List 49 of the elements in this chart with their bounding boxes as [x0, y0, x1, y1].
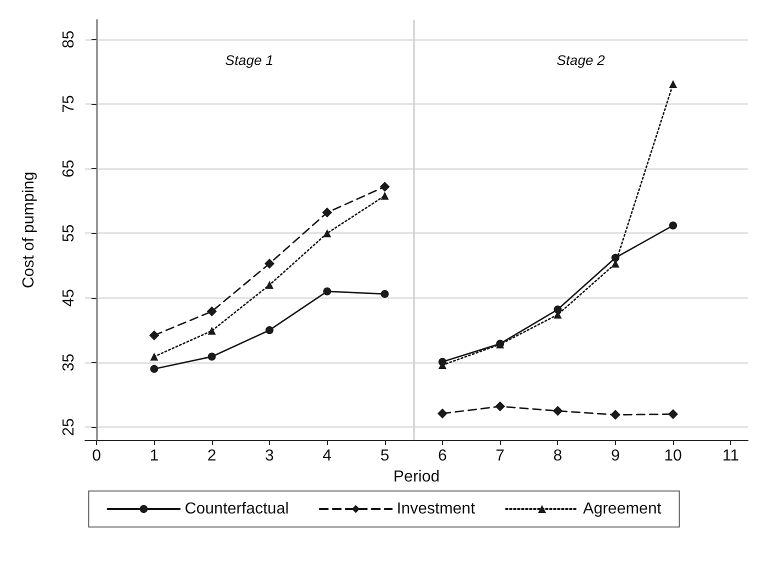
- y-tick-label: 45: [60, 288, 78, 307]
- x-axis-title: Period: [393, 468, 440, 486]
- legend-label: Agreement: [583, 500, 662, 518]
- y-tick-label: 65: [60, 160, 78, 178]
- x-tick-label: 6: [438, 448, 447, 464]
- point: [669, 80, 678, 88]
- point: [208, 326, 216, 335]
- point: [265, 326, 274, 334]
- x-tick-label: 3: [265, 448, 274, 464]
- x-tick-label: 2: [207, 448, 216, 464]
- y-tick-label: 85: [60, 30, 78, 48]
- point: [380, 182, 390, 192]
- annotation: Stage 2: [556, 52, 606, 68]
- point: [610, 410, 620, 420]
- point: [265, 280, 274, 289]
- point: [208, 352, 216, 361]
- point: [264, 258, 274, 269]
- point: [668, 409, 678, 420]
- point: [437, 408, 448, 419]
- y-axis-title: Cost of pumping: [20, 172, 38, 288]
- y-tick-label: 25: [60, 418, 78, 436]
- y-tick-label: 35: [60, 353, 78, 372]
- point: [149, 330, 160, 340]
- x-tick-label: 8: [553, 448, 562, 464]
- point: [380, 290, 389, 298]
- point: [150, 364, 158, 373]
- point: [323, 287, 332, 296]
- point: [380, 192, 389, 200]
- point: [150, 352, 158, 361]
- x-tick-label: 7: [496, 448, 505, 464]
- y-tick-label: 75: [60, 95, 78, 113]
- x-tick-label: 10: [664, 448, 682, 464]
- annotation: Stage 1: [225, 52, 274, 68]
- x-tick-label: 5: [380, 448, 390, 464]
- legend-label: Counterfactual: [184, 500, 289, 518]
- x-tick-label: 4: [322, 448, 332, 464]
- point: [611, 254, 620, 262]
- x-tick-label: 1: [150, 448, 159, 464]
- x-tick-label: 0: [92, 448, 102, 464]
- legend-label: Investment: [396, 500, 476, 518]
- point: [206, 306, 217, 316]
- point: [669, 221, 678, 230]
- x-tick-label: 9: [610, 448, 620, 464]
- point: [495, 401, 506, 412]
- point: [322, 208, 332, 218]
- x-tick-label: 11: [722, 448, 740, 464]
- point: [552, 406, 563, 416]
- point: [323, 229, 332, 238]
- y-tick-label: 55: [60, 224, 78, 242]
